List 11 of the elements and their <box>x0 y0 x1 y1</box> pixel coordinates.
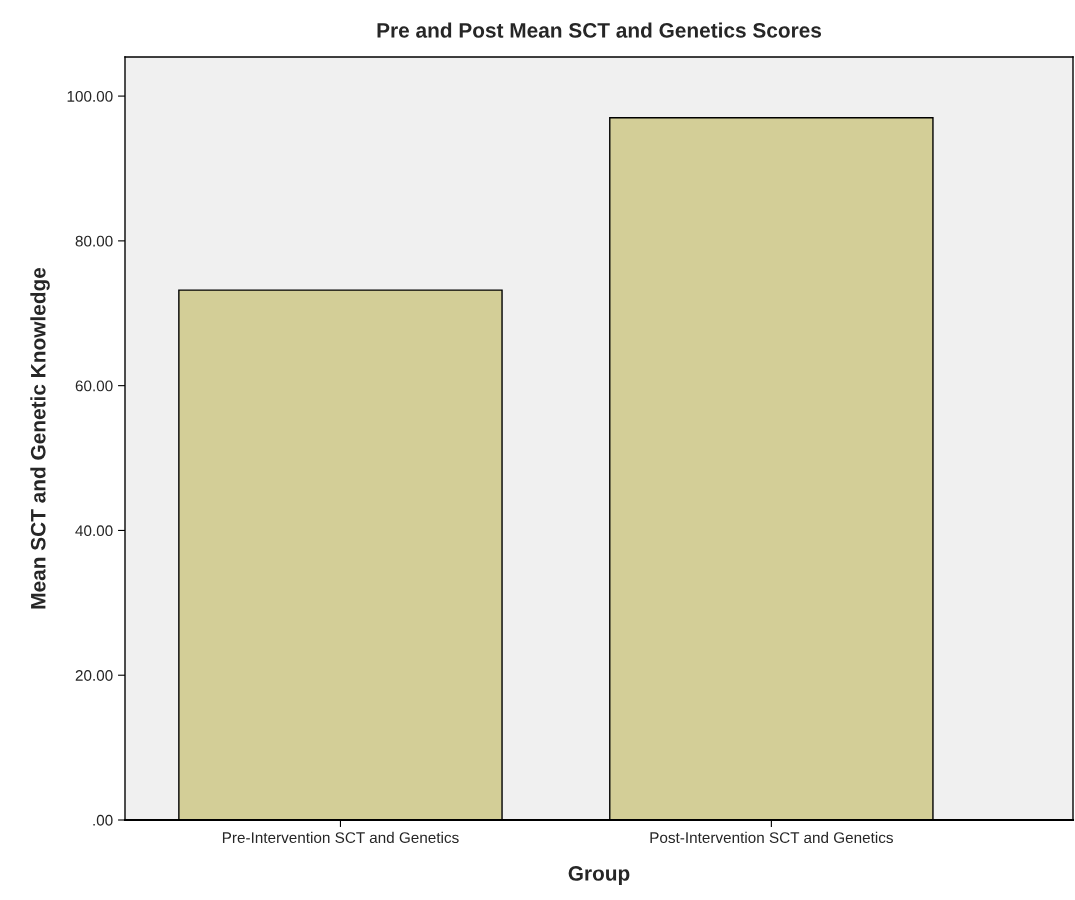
y-tick-label: .00 <box>93 814 113 826</box>
x-tick-label: Pre-Intervention SCT and Genetics <box>222 831 459 844</box>
y-tick-label: 20.00 <box>75 670 113 681</box>
y-tick-label: 80.00 <box>75 235 113 247</box>
y-tick-label: 100.00 <box>67 90 113 102</box>
chart-title: Pre and Post Mean SCT and Genetics Scores <box>377 22 822 38</box>
y-axis-title: Mean SCT and Genetic Knowledge <box>30 267 50 609</box>
y-tick-label: 60.00 <box>75 380 113 392</box>
x-tick-label: Post-Intervention SCT and Genetics <box>650 831 893 844</box>
y-tick-label: 40.00 <box>75 525 113 537</box>
x-axis-title: Group <box>568 866 630 885</box>
